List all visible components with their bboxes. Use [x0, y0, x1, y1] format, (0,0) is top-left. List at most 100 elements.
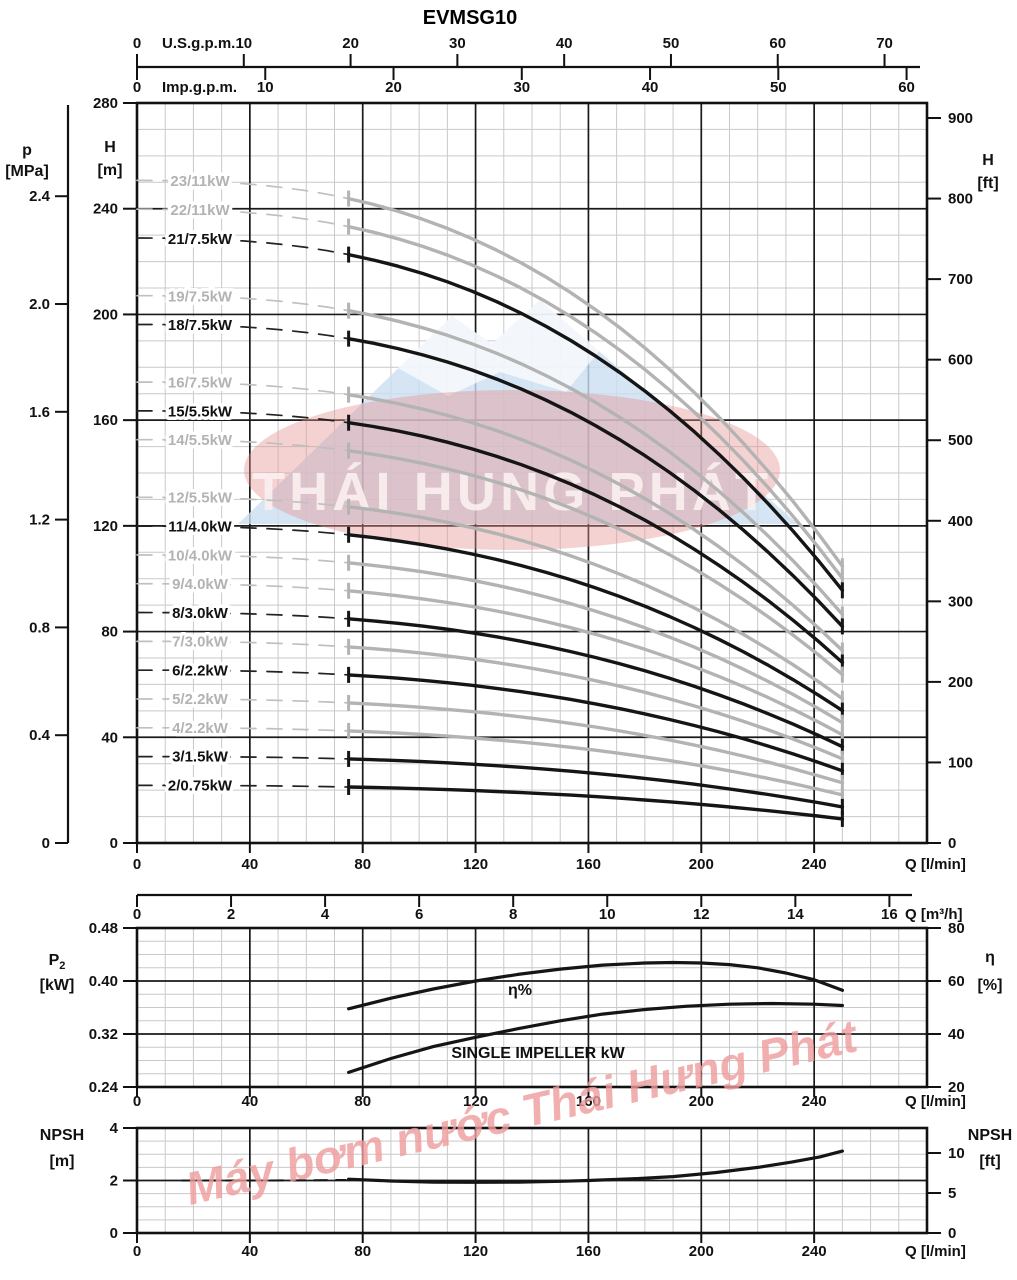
- tick-label: 120: [463, 856, 488, 873]
- curve-label: 3/1.5kW: [172, 749, 229, 766]
- watermark-snow-cap: [398, 300, 600, 396]
- head-curve-10-stages: 10/4.0kW: [136, 544, 845, 731]
- p2-axis-unit: [kW]: [40, 977, 75, 994]
- tick-label: 120: [93, 518, 118, 535]
- tick-label: 0.32: [89, 1026, 118, 1043]
- h-axis-title: H: [104, 139, 116, 156]
- tick-label: 1.2: [29, 512, 50, 529]
- curve-label: 12/5.5kW: [168, 490, 233, 507]
- q-lmin-axis-title: Q [l/min]: [905, 1093, 966, 1110]
- tick-label: 50: [663, 35, 680, 52]
- tick-label: 80: [354, 856, 371, 873]
- head-curve-dashed: [136, 698, 350, 704]
- q-m3h-axis-title: Q [m³/h]: [905, 906, 963, 923]
- q-lmin-axis-title: Q [l/min]: [905, 856, 966, 873]
- head-curve-solid: [346, 224, 845, 580]
- tick-label: 30: [513, 79, 530, 96]
- tick-label: 120: [463, 1243, 488, 1260]
- tick-label: 50: [770, 79, 787, 96]
- eta-axis-title: η: [985, 949, 995, 966]
- power-chart-panel: 0.48 0.40 0.32 0.24 P2 [kW] 80 60 40 20 η [%] 0 40 80 1…: [40, 920, 1003, 1110]
- head-curve-dashed: [136, 582, 350, 592]
- tick-label: 700: [948, 271, 973, 288]
- npsh-ft-axis-title: NPSH: [968, 1127, 1012, 1144]
- tick-label: 0: [133, 906, 141, 923]
- curve-label: 4/2.2kW: [172, 720, 229, 737]
- tick-label: 60: [769, 35, 786, 52]
- head-curves: 23/11kW 22/11kW 21/7.5kW 19/7.5kW 18/7.5kW 16…: [136, 170, 845, 827]
- watermark-ellipse-text: THÁI HUNG PHÁT: [252, 462, 772, 522]
- tick-label: 120: [463, 1093, 488, 1110]
- tick-label: 80: [354, 1093, 371, 1110]
- tick-label: 70: [876, 35, 893, 52]
- chart-border: [135, 926, 929, 1089]
- head-curve-dashed: [136, 410, 350, 424]
- head-curve-9-stages: 9/4.0kW: [136, 573, 845, 743]
- tick-label: 40: [948, 1026, 965, 1043]
- power-curve-0: [347, 960, 845, 1011]
- tick-label: 10: [235, 35, 252, 52]
- tick-label: 2.4: [29, 188, 51, 205]
- hft-axis-title: H: [982, 152, 994, 169]
- head-curve-8-stages: 8/3.0kW: [136, 601, 845, 755]
- tick-label: 6: [415, 906, 423, 923]
- npsh-chart-panel: 4 2 0 NPSH [m] 10 5 0 NPSH [ft] 0 40 80 120 160 200 240 Q…: [40, 1120, 1012, 1260]
- tick-label: 20: [385, 79, 402, 96]
- us-gpm-axis-title: U.S.g.p.m.: [162, 35, 235, 52]
- head-curve-dashed: [136, 208, 350, 228]
- p-axis-title: p: [22, 142, 32, 159]
- tick-label: 40: [242, 1243, 259, 1260]
- tick-label: 240: [802, 1093, 827, 1110]
- head-curve-solid: [346, 337, 845, 629]
- tick-label: 240: [802, 856, 827, 873]
- power-curve-1: [347, 1001, 845, 1075]
- npsh-curve-solid: [347, 1149, 845, 1184]
- curve-label: 21/7.5kW: [168, 231, 233, 248]
- tick-label: 0.4: [29, 727, 51, 744]
- head-curve-dashed: [136, 294, 350, 312]
- head-curve-11-stages: 11/4.0kW: [136, 515, 845, 719]
- head-curve-6-stages: 6/2.2kW: [136, 659, 845, 779]
- head-curve-dashed: [136, 496, 350, 508]
- tick-label: 0.8: [29, 619, 50, 636]
- tick-label: 300: [948, 593, 973, 610]
- eta-curve-label: η%: [508, 982, 532, 999]
- tick-label: 40: [556, 35, 573, 52]
- tick-label: 800: [948, 191, 973, 208]
- impeller-curve-label: SINGLE IMPELLER kW: [451, 1045, 625, 1062]
- tick-label: 600: [948, 352, 973, 369]
- head-curve-21-stages: 21/7.5kW: [136, 227, 845, 599]
- head-curve-dashed: [136, 554, 350, 564]
- curve-label: 6/2.2kW: [172, 662, 229, 679]
- tick-label: 160: [576, 1093, 601, 1110]
- curve-label: 16/7.5kW: [168, 375, 233, 392]
- head-curve-solid: [346, 196, 845, 568]
- head-curve-5-stages: 5/2.2kW: [136, 688, 845, 791]
- head-curve-solid: [346, 533, 845, 713]
- head-curve-dashed: [136, 179, 350, 200]
- tick-label: 240: [802, 1243, 827, 1260]
- head-curve-dashed: [136, 669, 350, 676]
- tick-label: 200: [948, 674, 973, 691]
- curve-label: 18/7.5kW: [168, 317, 233, 334]
- tick-label: 40: [242, 1093, 259, 1110]
- tick-label: 100: [948, 754, 973, 771]
- head-curve-solid: [346, 421, 845, 665]
- tick-label: 16: [881, 906, 898, 923]
- head-curve-solid: [346, 252, 845, 592]
- p2-axis-title: P2: [49, 952, 66, 972]
- head-curve-dashed: [136, 640, 350, 648]
- tick-label: 40: [642, 79, 659, 96]
- head-curve-solid: [346, 505, 845, 701]
- head-curve-16-stages: 16/7.5kW: [136, 371, 845, 659]
- tick-label: 10: [599, 906, 616, 923]
- chart-border: [135, 101, 929, 845]
- tick-label: 400: [948, 513, 973, 530]
- watermark-logo: THÁI HUNG PHÁT: [238, 300, 798, 550]
- head-curve-dashed: [136, 438, 350, 452]
- tick-label: 240: [93, 201, 118, 218]
- watermark-diagonal-text: Máy bơm nước Thái Hưng Phát: [181, 1009, 865, 1215]
- curve-label: 9/4.0kW: [172, 576, 229, 593]
- head-chart-panel: THÁI HUNG PHÁT 0 10 20 30 40 50 60 70 U.S.g.p.m. 0…: [5, 35, 998, 923]
